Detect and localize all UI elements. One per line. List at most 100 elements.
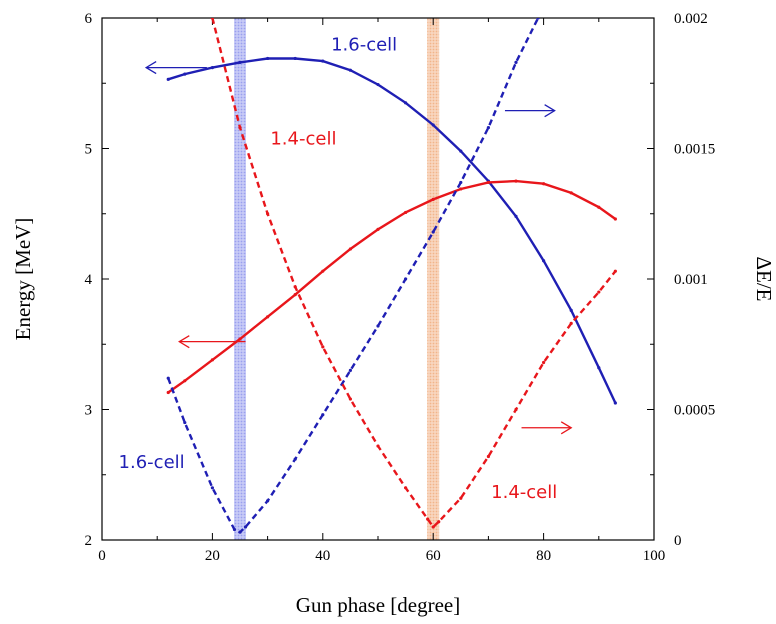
annotations: 1.6-cell 1.4-cell 1.6-cell 1.4-cell [119, 35, 558, 504]
data-point-red-spread [293, 285, 297, 289]
series-line-blue-spread [167, 18, 540, 534]
data-point-blue-energy [166, 77, 170, 81]
data-point-red-spread [597, 290, 601, 294]
y-right-tick-label: 0.0005 [674, 403, 715, 419]
phase-bands [234, 18, 440, 540]
series-annotation: 1.6-cell [119, 452, 185, 473]
series [166, 18, 617, 534]
series-line-blue-energy [167, 57, 617, 404]
data-point-blue-energy [348, 68, 352, 72]
data-point-red-energy [542, 182, 546, 186]
data-point-blue-spread [431, 230, 435, 234]
data-point-red-spread [348, 397, 352, 401]
data-point-blue-energy [376, 82, 380, 87]
data-point-blue-spread [486, 126, 490, 130]
y-right-tick-label: 0.0015 [674, 142, 715, 158]
y-left-tick-label: 6 [85, 11, 93, 27]
x-tick-label: 60 [426, 548, 441, 564]
data-point-blue-energy [514, 214, 518, 218]
x-axis-title: Gun phase [degree] [296, 593, 460, 617]
data-point-red-energy [613, 217, 617, 221]
data-point-red-spread [266, 212, 270, 216]
data-point-blue-spread [459, 180, 463, 185]
y-right-tick-label: 0 [674, 533, 682, 549]
data-point-red-spread [404, 486, 408, 490]
data-point-red-energy [321, 269, 325, 273]
data-point-red-spread [569, 321, 573, 325]
data-point-red-energy [266, 315, 270, 319]
y-left-tick-label: 2 [85, 533, 93, 549]
y-left-tick-label: 5 [85, 142, 93, 158]
data-point-red-spread [514, 407, 518, 412]
data-point-blue-energy [542, 259, 546, 263]
series-annotation: 1.4-cell [270, 129, 336, 150]
x-tick-label: 40 [315, 548, 330, 564]
data-point-blue-energy [293, 56, 297, 61]
data-point-blue-spread [376, 324, 380, 328]
data-point-blue-energy [404, 101, 408, 105]
data-point-red-spread [486, 454, 490, 459]
phase-band [234, 18, 246, 540]
axes [101, 17, 655, 541]
x-tick-label: 80 [536, 548, 551, 564]
data-point-blue-spread [321, 413, 325, 417]
data-point-red-spread [459, 496, 463, 500]
data-point-red-energy [486, 180, 490, 185]
y-right-tick-label: 0.002 [674, 11, 708, 27]
y-axis-title-right: ΔE/E [752, 257, 776, 302]
data-point-red-energy [376, 227, 380, 232]
series-line-red-energy [167, 179, 617, 394]
data-point-blue-spread [514, 60, 518, 64]
data-point-blue-spread [404, 277, 408, 281]
data-point-blue-spread [238, 530, 242, 534]
data-point-red-spread [542, 360, 546, 365]
data-point-blue-spread [210, 486, 214, 490]
data-point-red-energy [183, 379, 187, 383]
data-point-red-spread [426, 517, 430, 521]
data-point-red-energy [293, 293, 297, 297]
data-point-blue-energy [569, 308, 573, 312]
data-point-blue-energy [183, 72, 187, 76]
data-point-blue-spread [232, 527, 237, 532]
data-point-red-spread [431, 525, 435, 529]
data-point-red-energy [238, 337, 242, 341]
data-point-red-spread [210, 18, 214, 20]
data-point-red-spread [613, 269, 617, 273]
phase-band [427, 18, 440, 540]
arrow-head [560, 421, 573, 435]
data-point-blue-energy [266, 56, 270, 61]
data-point-blue-energy [459, 149, 463, 153]
x-tick-label: 100 [643, 548, 666, 564]
data-point-red-energy [404, 210, 408, 215]
data-point-blue-spread [536, 18, 540, 20]
data-point-red-energy [514, 179, 518, 183]
x-tick-label: 20 [205, 548, 220, 564]
data-point-red-spread [376, 444, 380, 448]
data-point-red-energy [597, 205, 601, 209]
data-point-red-energy [348, 247, 352, 251]
series-annotation: 1.4-cell [491, 482, 557, 503]
data-point-blue-energy [431, 123, 435, 127]
data-point-blue-spread [183, 420, 187, 425]
y-left-tick-label: 3 [85, 403, 93, 419]
data-point-blue-spread [293, 457, 297, 461]
annotation-arrows [144, 61, 573, 435]
data-point-blue-energy [597, 366, 601, 370]
data-point-red-energy [431, 197, 435, 201]
arrow-head [178, 335, 190, 349]
data-point-blue-energy [321, 59, 325, 63]
data-point-blue-spread [166, 376, 170, 380]
data-point-red-spread [321, 345, 325, 349]
data-point-red-energy [210, 358, 214, 362]
data-point-red-energy [166, 390, 170, 395]
series-line-red-spread [211, 18, 617, 529]
arrow-head [544, 104, 556, 118]
axis-titles: Gun phase [degree] Energy [MeV] ΔE/E [11, 218, 776, 617]
data-point-blue-energy [210, 65, 214, 70]
data-point-red-spread [437, 520, 441, 524]
arrow-head [144, 61, 157, 75]
data-point-red-spread [238, 126, 242, 130]
x-tick-label: 0 [98, 548, 106, 564]
